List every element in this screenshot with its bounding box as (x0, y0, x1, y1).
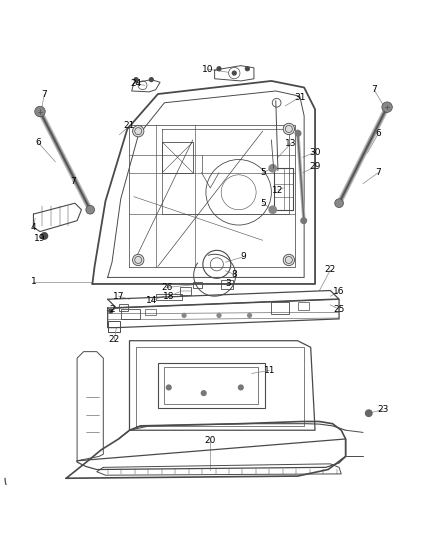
Circle shape (245, 66, 250, 71)
Text: 29: 29 (309, 163, 321, 172)
Circle shape (149, 77, 154, 82)
Circle shape (283, 254, 294, 265)
Text: 22: 22 (325, 265, 336, 274)
Text: 17: 17 (113, 292, 124, 301)
Bar (193, 282, 201, 288)
Bar (272, 302, 289, 314)
Circle shape (216, 313, 222, 318)
Text: 31: 31 (294, 93, 306, 102)
Bar (119, 304, 128, 311)
Text: 23: 23 (377, 405, 389, 414)
Text: 4: 4 (31, 223, 36, 232)
Bar (297, 302, 308, 310)
Text: 20: 20 (205, 436, 216, 445)
Circle shape (86, 205, 95, 214)
Text: 6: 6 (375, 129, 381, 138)
Bar (145, 309, 155, 314)
Circle shape (40, 232, 48, 240)
Text: 3: 3 (225, 279, 231, 288)
Bar (108, 321, 120, 332)
Text: 19: 19 (34, 233, 46, 243)
Circle shape (216, 66, 222, 71)
Circle shape (294, 130, 301, 137)
Circle shape (166, 384, 172, 391)
Text: 12: 12 (272, 185, 284, 195)
Bar (180, 287, 191, 295)
Text: 9: 9 (240, 253, 246, 261)
Bar (121, 309, 141, 319)
Bar (221, 280, 233, 289)
Bar (155, 294, 182, 300)
Circle shape (133, 125, 144, 137)
Circle shape (268, 205, 277, 214)
Text: 8: 8 (231, 270, 237, 279)
Circle shape (365, 409, 373, 417)
Circle shape (300, 217, 307, 224)
Circle shape (247, 313, 252, 318)
Text: 18: 18 (163, 292, 174, 301)
Text: 11: 11 (264, 366, 275, 375)
Circle shape (238, 384, 244, 391)
Text: 10: 10 (202, 64, 214, 74)
Circle shape (181, 313, 187, 318)
Text: 5: 5 (260, 168, 265, 177)
Text: 13: 13 (285, 139, 297, 148)
Text: 26: 26 (161, 283, 172, 292)
Bar (158, 362, 265, 408)
Text: 7: 7 (42, 90, 47, 99)
Circle shape (232, 70, 237, 76)
Circle shape (201, 390, 207, 396)
Text: 6: 6 (35, 138, 41, 147)
Circle shape (133, 254, 144, 265)
Circle shape (134, 77, 139, 82)
Text: 21: 21 (124, 122, 135, 131)
Text: 1: 1 (31, 277, 36, 286)
Text: 7: 7 (371, 85, 377, 94)
Circle shape (108, 309, 113, 313)
Text: 25: 25 (333, 305, 345, 314)
Circle shape (283, 123, 294, 135)
Text: 30: 30 (309, 148, 321, 157)
Circle shape (335, 199, 343, 207)
Bar (164, 367, 258, 404)
Text: 24: 24 (131, 79, 141, 88)
Text: 5: 5 (260, 199, 265, 208)
Text: 22: 22 (109, 335, 120, 344)
Circle shape (35, 106, 45, 117)
Text: 14: 14 (146, 296, 157, 305)
Text: 7: 7 (70, 177, 76, 186)
Text: 2: 2 (109, 305, 115, 314)
Circle shape (268, 164, 277, 173)
Text: 16: 16 (333, 287, 345, 296)
Text: 7: 7 (375, 168, 381, 177)
Circle shape (382, 102, 392, 112)
